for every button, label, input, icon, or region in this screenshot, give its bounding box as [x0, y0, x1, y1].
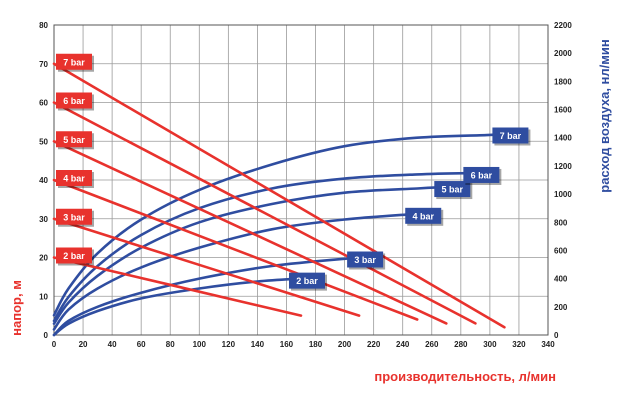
y-left-tick-label: 40	[39, 176, 48, 185]
head-series-label: 3 bar	[56, 208, 94, 227]
y-left-tick-label: 70	[39, 60, 48, 69]
air-series-label: 5 bar	[434, 181, 473, 200]
air-series-label: 6 bar	[463, 166, 502, 185]
svg-text:7 bar: 7 bar	[63, 57, 85, 67]
y-left-tick-label: 60	[39, 99, 48, 108]
head-series-label: 5 bar	[56, 131, 94, 150]
x-tick-label: 280	[454, 340, 468, 349]
y-right-tick-label: 600	[554, 246, 568, 255]
x-tick-label: 260	[425, 340, 439, 349]
svg-text:2 bar: 2 bar	[63, 251, 85, 261]
head-curve-5-bar	[52, 140, 448, 325]
svg-text:5 bar: 5 bar	[442, 185, 464, 195]
svg-text:3 bar: 3 bar	[354, 255, 376, 265]
head-curve-7-bar	[52, 62, 506, 329]
x-tick-label: 140	[251, 340, 265, 349]
x-tick-label: 220	[367, 340, 381, 349]
air-series-label: 4 bar	[405, 207, 444, 226]
x-tick-label: 180	[309, 340, 323, 349]
y-left-axis-ticks: 0 10 20 30 40 50 60 70 80	[39, 21, 48, 340]
svg-text:3 bar: 3 bar	[63, 212, 85, 222]
svg-text:2 bar: 2 bar	[296, 276, 318, 286]
head-curve-3-bar	[52, 217, 361, 317]
head-curve-6-bar	[52, 101, 477, 325]
head-series-label: 7 bar	[56, 53, 94, 72]
x-axis-ticks: 0 20 40 60 80 100 120 140 160 180 200 220 240 260 280 3…	[52, 340, 555, 349]
y-right-tick-label: 2200	[554, 21, 572, 30]
y-right-tick-label: 0	[554, 331, 559, 340]
svg-text:4 bar: 4 bar	[412, 211, 434, 221]
x-tick-label: 320	[512, 340, 526, 349]
air-flow-series	[52, 132, 506, 337]
y-right-axis-ticks: 0 200 400 600 800 1000 1200 1400 1600 1800 2000 220…	[554, 21, 572, 340]
y-left-tick-label: 0	[44, 331, 49, 340]
y-left-axis-title: напор, м	[9, 280, 24, 336]
y-left-tick-label: 30	[39, 215, 48, 224]
air-curve-5-bar	[52, 185, 448, 325]
head-curve-4-bar	[52, 178, 419, 321]
y-right-tick-label: 2000	[554, 49, 572, 58]
svg-text:7 bar: 7 bar	[500, 131, 522, 141]
y-right-tick-label: 1800	[554, 77, 572, 86]
svg-text:5 bar: 5 bar	[63, 135, 85, 145]
y-right-tick-label: 1000	[554, 190, 572, 199]
series-labels: 2 bar 3 bar 4 bar 5 bar 6 bar 7 bar 2 bar 3 bar…	[56, 53, 531, 291]
head-series-label: 2 bar	[56, 247, 94, 266]
x-tick-label: 200	[338, 340, 352, 349]
svg-text:4 bar: 4 bar	[63, 174, 85, 184]
y-left-tick-label: 80	[39, 21, 48, 30]
y-right-tick-label: 200	[554, 303, 568, 312]
air-curve-4-bar	[52, 212, 419, 331]
x-tick-label: 240	[396, 340, 410, 349]
x-tick-label: 100	[193, 340, 207, 349]
y-left-tick-label: 20	[39, 254, 48, 263]
x-tick-label: 80	[166, 340, 175, 349]
head-series-label: 4 bar	[56, 170, 94, 188]
y-right-tick-label: 1200	[554, 162, 572, 171]
x-tick-label: 160	[280, 340, 294, 349]
air-series-label: 3 bar	[347, 251, 386, 270]
y-right-tick-label: 1600	[554, 106, 572, 115]
x-tick-label: 340	[541, 340, 555, 349]
y-right-tick-label: 400	[554, 275, 568, 284]
air-series-label: 2 bar	[289, 272, 327, 291]
y-left-tick-label: 10	[39, 292, 48, 301]
y-right-axis-title: расход воздуха, нл/мин	[597, 39, 612, 193]
x-tick-label: 20	[79, 340, 88, 349]
x-axis-title: производительность, л/мин	[374, 369, 556, 384]
svg-text:6 bar: 6 bar	[63, 96, 85, 106]
y-right-tick-label: 800	[554, 218, 568, 227]
y-right-tick-label: 1400	[554, 134, 572, 143]
x-tick-label: 300	[483, 340, 497, 349]
air-series-label: 7 bar	[492, 127, 531, 146]
x-tick-label: 60	[137, 340, 146, 349]
air-curve-2-bar	[52, 277, 303, 337]
y-left-tick-label: 50	[39, 137, 48, 146]
head-series-label: 6 bar	[56, 92, 94, 111]
x-tick-label: 0	[52, 340, 57, 349]
x-tick-label: 120	[222, 340, 236, 349]
svg-text:6 bar: 6 bar	[471, 170, 493, 180]
x-tick-label: 40	[108, 340, 117, 349]
